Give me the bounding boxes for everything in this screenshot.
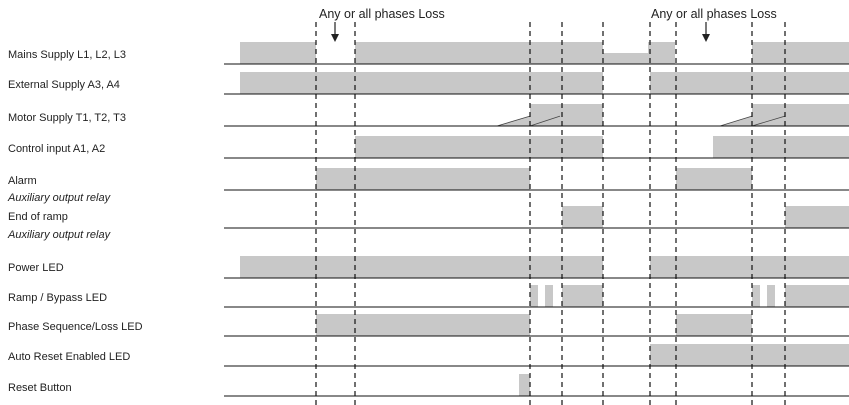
signal-high-block xyxy=(785,285,849,307)
signal-high-block xyxy=(752,42,849,64)
signal-high-block xyxy=(562,206,603,228)
signal-ramp xyxy=(530,104,603,126)
signal-ramp xyxy=(497,104,560,126)
signal-high-block xyxy=(648,42,675,64)
signal-high-block xyxy=(240,72,603,94)
signal-high-block xyxy=(767,285,775,307)
signal-high-block xyxy=(530,285,538,307)
row-label-phase-sequence-led: Phase Sequence/Loss LED xyxy=(8,321,143,333)
signal-high-block xyxy=(650,344,849,366)
signal-high-block xyxy=(355,42,603,64)
ramp-edge xyxy=(529,115,561,127)
annotation-phase-loss-2: Any or all phases Loss xyxy=(651,7,777,21)
signal-high-block xyxy=(316,168,530,190)
row-sublabel-end-of-ramp: Auxiliary output relay xyxy=(7,229,112,241)
signal-high-block xyxy=(316,314,530,336)
signal-high-block xyxy=(519,374,530,396)
signal-ramp xyxy=(752,104,849,126)
ramp-edge xyxy=(719,115,753,127)
signal-high-block xyxy=(676,168,752,190)
row-label-alarm: Alarm xyxy=(8,175,37,187)
signal-high-block xyxy=(240,256,603,278)
signal-high-block xyxy=(676,314,752,336)
row-sublabel-alarm: Auxiliary output relay xyxy=(7,192,112,204)
signal-high-block xyxy=(785,206,849,228)
row-label-external-supply: External Supply A3, A4 xyxy=(8,79,120,91)
signal-high-block xyxy=(650,72,849,94)
row-label-power-led: Power LED xyxy=(8,262,64,274)
signal-high-block xyxy=(752,285,760,307)
row-label-control-input: Control input A1, A2 xyxy=(8,143,105,155)
down-arrow-icon xyxy=(331,22,339,42)
row-label-reset-button: Reset Button xyxy=(8,382,72,394)
signal-traces xyxy=(224,42,849,397)
signal-high-block xyxy=(713,136,849,158)
signal-high-block xyxy=(355,136,603,158)
ramp-edge xyxy=(496,115,531,127)
ramp-edge xyxy=(751,115,786,127)
annotation-phase-loss-1: Any or all phases Loss xyxy=(319,7,445,21)
row-labels: Mains Supply L1, L2, L3 External Supply … xyxy=(7,49,143,394)
signal-high-block xyxy=(545,285,553,307)
signal-high-block xyxy=(562,285,603,307)
down-arrow-icon xyxy=(702,22,710,42)
row-label-mains-supply: Mains Supply L1, L2, L3 xyxy=(8,49,126,61)
row-label-end-of-ramp: End of ramp xyxy=(8,211,68,223)
signal-high-block xyxy=(650,256,849,278)
signal-high-block xyxy=(603,53,648,64)
row-label-motor-supply: Motor Supply T1, T2, T3 xyxy=(8,112,126,124)
row-label-auto-reset-led: Auto Reset Enabled LED xyxy=(8,351,130,363)
row-label-ramp-bypass-led: Ramp / Bypass LED xyxy=(8,292,107,304)
event-markers xyxy=(315,22,786,405)
signal-high-block xyxy=(240,42,316,64)
